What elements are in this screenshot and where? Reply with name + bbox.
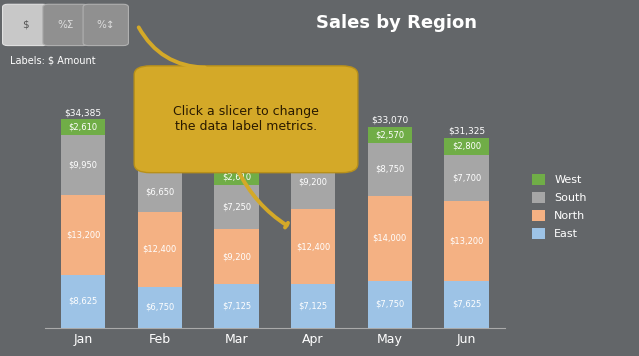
- Bar: [367, 127, 412, 143]
- Text: $33,070: $33,070: [371, 116, 408, 125]
- Text: $34,385: $34,385: [65, 108, 102, 117]
- Text: $9,200: $9,200: [298, 177, 328, 186]
- Text: %Σ: %Σ: [58, 20, 73, 30]
- Text: $13,200: $13,200: [66, 231, 100, 240]
- Bar: [61, 195, 105, 275]
- Bar: [214, 185, 259, 229]
- Bar: [137, 155, 182, 171]
- Text: $7,625: $7,625: [452, 300, 481, 309]
- Text: $31,295: $31,295: [295, 127, 332, 136]
- Text: $9,950: $9,950: [68, 161, 98, 170]
- Text: Labels: $ Amount: Labels: $ Amount: [10, 55, 95, 65]
- Text: $2,610: $2,610: [222, 172, 251, 182]
- Bar: [444, 201, 489, 281]
- Text: $9,200: $9,200: [222, 252, 251, 261]
- Bar: [291, 138, 335, 154]
- Bar: [291, 284, 335, 328]
- Text: $2,610: $2,610: [68, 123, 98, 132]
- Text: $8,750: $8,750: [375, 165, 404, 174]
- Text: $2,800: $2,800: [452, 142, 481, 151]
- Bar: [61, 135, 105, 195]
- Bar: [291, 154, 335, 209]
- Text: $2,650: $2,650: [145, 159, 174, 168]
- Text: $7,700: $7,700: [452, 174, 481, 183]
- Bar: [61, 275, 105, 328]
- Bar: [444, 281, 489, 328]
- Bar: [214, 284, 259, 328]
- Text: $6,650: $6,650: [145, 187, 174, 196]
- Bar: [214, 229, 259, 284]
- Text: Click a slicer to change
the data label metrics.: Click a slicer to change the data label …: [173, 105, 319, 133]
- Bar: [367, 281, 412, 328]
- Text: $7,250: $7,250: [222, 202, 251, 211]
- Bar: [137, 171, 182, 211]
- Text: $12,400: $12,400: [296, 242, 330, 251]
- Text: $6,750: $6,750: [145, 303, 174, 312]
- Text: %↕: %↕: [96, 20, 115, 30]
- Text: $2,570: $2,570: [298, 141, 328, 150]
- Bar: [61, 119, 105, 135]
- Bar: [291, 209, 335, 284]
- Text: $31,325: $31,325: [448, 126, 485, 136]
- Bar: [444, 155, 489, 201]
- Text: $13,200: $13,200: [449, 237, 484, 246]
- Bar: [367, 196, 412, 281]
- Text: $28,450: $28,450: [141, 144, 178, 153]
- Text: $8,625: $8,625: [68, 297, 98, 306]
- Text: $: $: [22, 20, 29, 30]
- Bar: [367, 143, 412, 196]
- Legend: West, South, North, East: West, South, North, East: [528, 170, 590, 243]
- Bar: [137, 287, 182, 328]
- Text: $7,750: $7,750: [375, 299, 404, 309]
- Bar: [137, 211, 182, 287]
- Text: $14,000: $14,000: [373, 234, 407, 243]
- Bar: [214, 169, 259, 185]
- Text: $12,400: $12,400: [142, 245, 177, 253]
- Text: $7,125: $7,125: [298, 302, 328, 310]
- Text: Sales by Region: Sales by Region: [316, 14, 477, 32]
- Text: $26,185: $26,185: [218, 158, 255, 167]
- Text: $7,125: $7,125: [222, 302, 251, 310]
- Bar: [444, 138, 489, 155]
- Text: $2,570: $2,570: [375, 131, 404, 140]
